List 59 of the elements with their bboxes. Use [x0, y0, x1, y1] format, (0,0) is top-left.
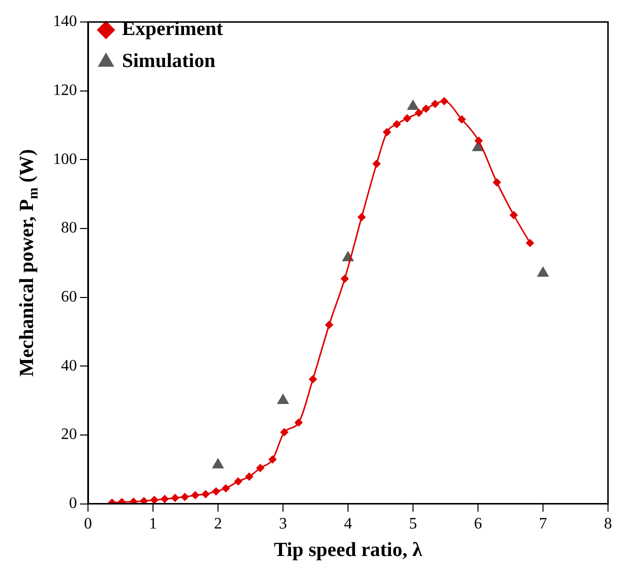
point — [150, 496, 158, 504]
point — [280, 428, 288, 436]
point — [325, 320, 334, 329]
point — [308, 375, 317, 384]
point — [130, 498, 138, 504]
x-tick-label: 7 — [539, 516, 547, 533]
y-tick-label: 100 — [53, 150, 77, 168]
point — [458, 115, 466, 124]
legend-label: Simulation — [122, 50, 216, 72]
point — [202, 490, 210, 498]
point — [212, 487, 220, 496]
point — [492, 178, 501, 186]
point — [526, 238, 534, 247]
point — [268, 455, 277, 464]
y-tick-label: 60 — [61, 288, 77, 306]
point — [372, 160, 381, 168]
point — [407, 100, 419, 110]
x-tick-label: 6 — [474, 516, 482, 533]
point — [340, 274, 349, 283]
point — [403, 114, 412, 122]
y-tick-label: 120 — [53, 82, 77, 100]
point — [245, 472, 254, 481]
x-tick-label: 1 — [149, 516, 157, 533]
y-tick-label: 40 — [61, 357, 77, 374]
x-axis-title: Tip speed ratio, λ — [274, 539, 422, 562]
point — [440, 97, 448, 106]
point — [510, 211, 518, 220]
y-tick-label: 140 — [53, 13, 77, 30]
y-axis-title: Mechanical power, Pm (W) — [16, 149, 42, 377]
x-tick-label: 2 — [214, 516, 222, 533]
x-tick-label: 8 — [604, 516, 612, 533]
point — [358, 213, 366, 222]
legend-label: Experiment — [122, 18, 224, 40]
point — [191, 491, 200, 500]
point — [171, 494, 180, 502]
point — [212, 458, 224, 468]
point — [180, 492, 189, 501]
point — [537, 266, 549, 277]
point — [118, 498, 126, 504]
point — [422, 104, 430, 113]
y-tick-label: 20 — [61, 426, 77, 444]
y-tick-label: 80 — [61, 220, 77, 237]
point — [234, 477, 242, 486]
x-tick-label: 0 — [84, 516, 92, 533]
point — [294, 418, 303, 427]
point — [431, 100, 440, 108]
y-tick-label: 0 — [69, 495, 77, 512]
x-tick-label: 5 — [409, 516, 417, 533]
point — [140, 497, 148, 504]
point — [277, 394, 289, 404]
point — [392, 120, 401, 128]
point — [474, 136, 483, 145]
point — [222, 484, 230, 492]
point — [160, 494, 169, 503]
x-tick-label: 3 — [279, 516, 287, 533]
point — [414, 108, 423, 117]
point — [256, 464, 264, 472]
x-tick-label: 4 — [344, 516, 352, 533]
point — [383, 128, 391, 136]
